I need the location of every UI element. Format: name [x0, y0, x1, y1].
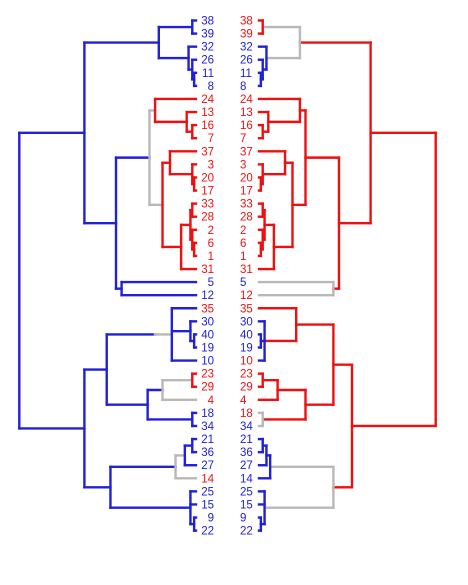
- right-leaf-label-26: 26: [240, 55, 253, 67]
- right-leaf-label-15: 15: [240, 499, 253, 511]
- right-leaf-label-2: 2: [240, 225, 246, 237]
- right-leaf-label-3: 3: [240, 159, 246, 171]
- left-leaf-label-34: 34: [201, 421, 214, 433]
- right-leaf-label-16: 16: [240, 120, 253, 132]
- left-leaf-label-1: 1: [208, 251, 214, 263]
- left-dendrogram: [18, 19, 198, 532]
- left-leaf-label-8: 8: [208, 81, 214, 93]
- left-leaf-label-18: 18: [201, 408, 214, 420]
- left-leaf-label-2: 2: [208, 225, 214, 237]
- left-leaf-label-28: 28: [201, 212, 214, 224]
- right-leaf-label-27: 27: [240, 460, 253, 472]
- right-leaf-label-37: 37: [240, 146, 253, 158]
- right-leaf-label-7: 7: [240, 133, 246, 145]
- left-leaf-label-38: 38: [201, 16, 214, 28]
- right-leaf-label-19: 19: [240, 343, 253, 355]
- right-leaf-labels: 3839322611824131673732017332826131512353…: [240, 16, 253, 538]
- right-leaf-label-40: 40: [240, 329, 253, 341]
- right-leaf-label-34: 34: [240, 421, 253, 433]
- right-leaf-label-1: 1: [240, 251, 246, 263]
- left-leaf-label-31: 31: [201, 264, 214, 276]
- left-leaf-label-11: 11: [202, 68, 214, 80]
- right-dendrogram: [257, 19, 437, 532]
- left-leaf-label-17: 17: [201, 186, 214, 198]
- left-leaf-label-39: 39: [201, 29, 214, 41]
- left-leaf-label-27: 27: [201, 460, 214, 472]
- right-leaf-label-8: 8: [240, 81, 246, 93]
- left-leaf-label-24: 24: [201, 94, 214, 106]
- right-leaf-label-9: 9: [240, 513, 246, 525]
- right-leaf-label-6: 6: [240, 238, 246, 250]
- left-leaf-label-25: 25: [201, 486, 214, 498]
- left-leaf-label-26: 26: [201, 55, 214, 67]
- left-leaf-label-12: 12: [201, 290, 214, 302]
- right-leaf-label-36: 36: [240, 447, 253, 459]
- right-leaf-label-12: 12: [240, 290, 253, 302]
- left-leaf-label-23: 23: [201, 369, 214, 381]
- right-leaf-label-18: 18: [240, 408, 253, 420]
- left-leaf-label-40: 40: [201, 329, 214, 341]
- right-leaf-label-38: 38: [240, 16, 253, 28]
- right-leaf-label-17: 17: [240, 186, 253, 198]
- left-leaf-labels: 3839322611824131673732017332826131512353…: [201, 16, 214, 538]
- left-leaf-label-13: 13: [201, 107, 214, 119]
- left-leaf-label-5: 5: [208, 277, 214, 289]
- left-leaf-label-6: 6: [208, 238, 214, 250]
- right-leaf-label-10: 10: [240, 356, 253, 368]
- right-leaf-label-14: 14: [240, 473, 253, 485]
- right-leaf-label-24: 24: [240, 94, 253, 106]
- left-leaf-label-9: 9: [208, 513, 214, 525]
- left-leaf-label-4: 4: [208, 395, 215, 407]
- right-leaf-label-13: 13: [240, 107, 253, 119]
- right-leaf-label-31: 31: [240, 264, 253, 276]
- right-leaf-label-32: 32: [240, 42, 253, 54]
- left-leaf-label-19: 19: [201, 343, 214, 355]
- left-leaf-label-15: 15: [201, 499, 214, 511]
- left-leaf-label-37: 37: [201, 146, 214, 158]
- left-leaf-label-29: 29: [201, 382, 214, 394]
- right-leaf-label-23: 23: [240, 369, 253, 381]
- left-leaf-label-3: 3: [208, 159, 214, 171]
- left-leaf-label-16: 16: [201, 120, 214, 132]
- left-leaf-label-30: 30: [201, 316, 214, 328]
- left-leaf-label-7: 7: [208, 133, 214, 145]
- right-leaf-label-21: 21: [240, 434, 253, 446]
- right-leaf-label-29: 29: [240, 382, 253, 394]
- left-leaf-label-20: 20: [201, 172, 214, 184]
- left-leaf-label-36: 36: [201, 447, 214, 459]
- left-leaf-label-21: 21: [201, 434, 214, 446]
- right-leaf-label-33: 33: [240, 199, 253, 211]
- right-leaf-label-11: 11: [240, 68, 252, 80]
- right-leaf-label-35: 35: [240, 303, 253, 315]
- left-leaf-label-14: 14: [201, 473, 214, 485]
- left-leaf-label-32: 32: [201, 42, 214, 54]
- left-leaf-label-22: 22: [201, 526, 214, 538]
- right-leaf-label-20: 20: [240, 172, 253, 184]
- right-leaf-label-28: 28: [240, 212, 253, 224]
- left-leaf-label-10: 10: [201, 356, 214, 368]
- right-leaf-label-30: 30: [240, 316, 253, 328]
- right-leaf-label-25: 25: [240, 486, 253, 498]
- right-leaf-label-22: 22: [240, 526, 253, 538]
- left-leaf-label-35: 35: [201, 303, 214, 315]
- right-leaf-label-5: 5: [240, 277, 246, 289]
- right-leaf-label-39: 39: [240, 29, 253, 41]
- left-leaf-label-33: 33: [201, 199, 214, 211]
- right-leaf-label-4: 4: [240, 395, 247, 407]
